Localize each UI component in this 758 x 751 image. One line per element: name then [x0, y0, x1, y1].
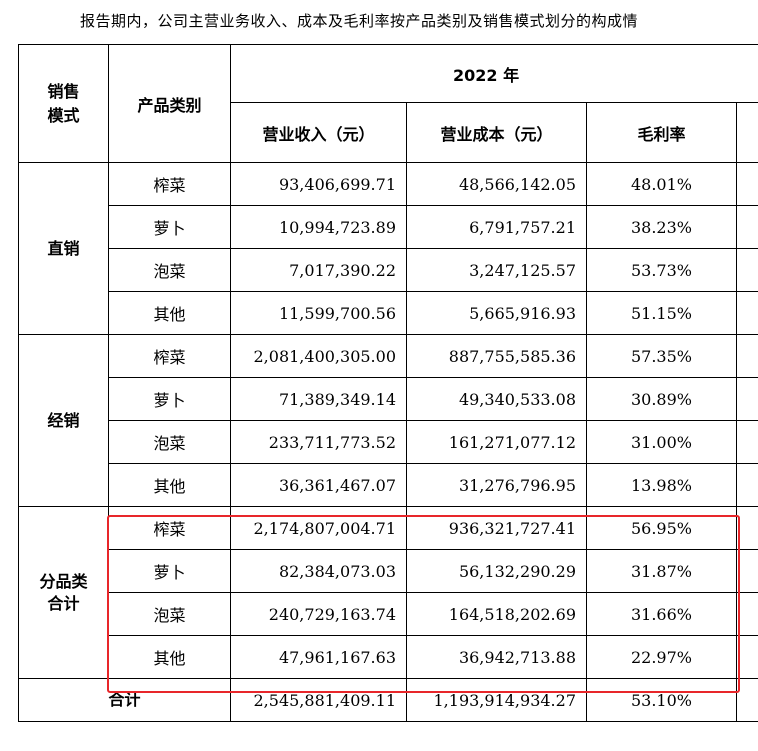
header-margin: 毛利率	[586, 102, 737, 163]
product-cell: 萝卜	[108, 549, 231, 593]
cost-cell: 164,518,202.69	[406, 592, 587, 636]
revenue-cell: 240,729,163.74	[230, 592, 407, 636]
table-row: 其他 47,961,167.63 36,942,713.88 22.97%	[19, 635, 758, 679]
table-row: 经销 榨菜 2,081,400,305.00 887,755,585.36 57…	[18, 334, 758, 507]
margin-cell: 48.01%	[586, 162, 737, 206]
product-cell: 泡菜	[108, 420, 231, 464]
table-row: 萝卜 71,389,349.14 49,340,533.08 30.89%	[19, 377, 758, 421]
margin-cell: 38.23%	[586, 205, 737, 249]
group-label-text: 经销	[47, 410, 80, 430]
table-row: 泡菜 7,017,390.22 3,247,125.57 53.73%	[19, 248, 758, 292]
product-cell: 其他	[108, 635, 231, 679]
total-label-text: 合计	[108, 690, 141, 709]
table-row: 萝卜 82,384,073.03 56,132,290.29 31.87%	[19, 549, 758, 593]
revenue-cell: 11,599,700.56	[230, 291, 407, 335]
header-sales-mode: 销售 模式	[18, 44, 109, 163]
product-cell: 榨菜	[108, 506, 231, 550]
margin-cell: 31.66%	[586, 592, 737, 636]
product-cell: 其他	[108, 463, 231, 507]
margin-cell: 22.97%	[586, 635, 737, 679]
product-cell: 萝卜	[108, 205, 231, 249]
revenue-cell: 71,389,349.14	[230, 377, 407, 421]
table-row: 泡菜 233,711,773.52 161,271,077.12 31.00%	[19, 420, 758, 464]
extra-cell	[735, 420, 758, 464]
margin-cell: 53.73%	[586, 248, 737, 292]
margin-cell: 30.89%	[586, 377, 737, 421]
margin-cell: 31.00%	[586, 420, 737, 464]
group-label-direct: 直销	[18, 162, 109, 335]
group-label-text: 分品类 合计	[39, 571, 88, 613]
table-row: 萝卜 10,994,723.89 6,791,757.21 38.23%	[19, 205, 758, 249]
revenue-cell: 82,384,073.03	[230, 549, 407, 593]
product-cell: 榨菜	[108, 334, 231, 378]
extra-cell	[735, 635, 758, 679]
revenue-cost-table: 销售 模式 产品类别 2022 年 营业收入（元） 营业成本（元） 毛利率 直销…	[18, 44, 758, 722]
extra-cell	[735, 248, 758, 292]
header-sales-mode-label: 销售 模式	[47, 81, 80, 125]
header-year: 2022 年	[229, 44, 758, 103]
table-row: 其他 36,361,467.07 31,276,796.95 13.98%	[19, 463, 758, 507]
table-row: 泡菜 240,729,163.74 164,518,202.69 31.66%	[19, 592, 758, 636]
margin-cell: 13.98%	[586, 463, 737, 507]
margin-cell: 57.35%	[586, 334, 737, 378]
extra-cell	[735, 678, 758, 722]
cost-cell: 161,271,077.12	[406, 420, 587, 464]
extra-cell	[735, 592, 758, 636]
cost-cell: 36,942,713.88	[406, 635, 587, 679]
product-cell: 萝卜	[108, 377, 231, 421]
product-cell: 其他	[108, 291, 231, 335]
revenue-cell: 10,994,723.89	[230, 205, 407, 249]
product-cell: 泡菜	[108, 248, 231, 292]
extra-cell	[735, 205, 758, 249]
header-revenue: 营业收入（元）	[230, 102, 407, 163]
extra-cell	[735, 549, 758, 593]
cost-cell: 5,665,916.93	[406, 291, 587, 335]
cost-cell: 936,321,727.41	[406, 506, 587, 550]
table-row: 直销 榨菜 93,406,699.71 48,566,142.05 48.01%	[18, 162, 758, 335]
total-label: 合计	[18, 678, 231, 722]
cost-cell: 887,755,585.36	[406, 334, 587, 378]
margin-cell: 56.95%	[586, 506, 737, 550]
table-row: 分品类 合计 榨菜 2,174,807,004.71 936,321,727.4…	[18, 506, 758, 679]
total-row: 合计 2,545,881,409.11 1,193,914,934.27 53.…	[18, 678, 758, 722]
group-label-text: 直销	[47, 238, 80, 258]
revenue-cell: 36,361,467.07	[230, 463, 407, 507]
total-margin-cell: 53.10%	[586, 678, 737, 722]
revenue-cell: 93,406,699.71	[230, 162, 407, 206]
margin-cell: 51.15%	[586, 291, 737, 335]
cost-cell: 56,132,290.29	[406, 549, 587, 593]
header-cost: 营业成本（元）	[406, 102, 587, 163]
extra-cell	[735, 334, 758, 378]
revenue-cell: 2,081,400,305.00	[230, 334, 407, 378]
revenue-cell: 2,174,807,004.71	[230, 506, 407, 550]
cost-cell: 31,276,796.95	[406, 463, 587, 507]
extra-cell	[735, 463, 758, 507]
extra-cell	[735, 506, 758, 550]
header-product-category: 产品类别	[108, 44, 231, 163]
margin-cell: 31.87%	[586, 549, 737, 593]
product-cell: 泡菜	[108, 592, 231, 636]
extra-cell	[735, 162, 758, 206]
cost-cell: 49,340,533.08	[406, 377, 587, 421]
header-extra	[735, 102, 758, 163]
table-row: 其他 11,599,700.56 5,665,916.93 51.15%	[19, 291, 758, 335]
revenue-cell: 7,017,390.22	[230, 248, 407, 292]
extra-cell	[735, 377, 758, 421]
group-label-category-subtotal: 分品类 合计	[18, 506, 109, 679]
revenue-cell: 47,961,167.63	[230, 635, 407, 679]
cost-cell: 3,247,125.57	[406, 248, 587, 292]
total-revenue-cell: 2,545,881,409.11	[230, 678, 407, 722]
revenue-cell: 233,711,773.52	[230, 420, 407, 464]
intro-text: 报告期内，公司主营业务收入、成本及毛利率按产品类别及销售模式划分的构成情	[80, 12, 639, 30]
product-cell: 榨菜	[108, 162, 231, 206]
group-label-distribution: 经销	[18, 334, 109, 507]
extra-cell	[735, 291, 758, 335]
cost-cell: 6,791,757.21	[406, 205, 587, 249]
total-cost-cell: 1,193,914,934.27	[406, 678, 587, 722]
cost-cell: 48,566,142.05	[406, 162, 587, 206]
